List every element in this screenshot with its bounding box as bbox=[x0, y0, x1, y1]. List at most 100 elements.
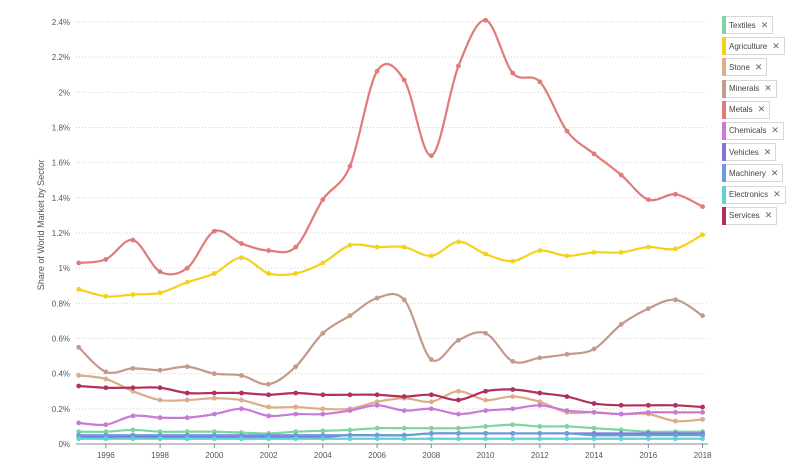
data-point-electronics[interactable] bbox=[591, 436, 597, 442]
data-point-services[interactable] bbox=[157, 385, 163, 391]
data-point-stone[interactable] bbox=[293, 404, 299, 410]
data-point-machinery[interactable] bbox=[320, 432, 326, 438]
data-point-machinery[interactable] bbox=[456, 431, 461, 436]
data-point-metals[interactable] bbox=[103, 256, 109, 262]
data-point-minerals[interactable] bbox=[347, 313, 353, 319]
data-point-agriculture[interactable] bbox=[103, 293, 109, 299]
data-point-minerals[interactable] bbox=[293, 364, 299, 370]
data-point-agriculture[interactable] bbox=[320, 260, 326, 266]
data-point-machinery[interactable] bbox=[564, 431, 570, 436]
data-point-minerals[interactable] bbox=[483, 330, 488, 336]
close-icon[interactable]: ✕ bbox=[764, 83, 772, 94]
data-point-metals[interactable] bbox=[374, 68, 380, 74]
close-icon[interactable]: ✕ bbox=[763, 146, 772, 157]
data-point-stone[interactable] bbox=[483, 397, 488, 403]
data-point-services[interactable] bbox=[184, 390, 190, 396]
data-point-stone[interactable] bbox=[428, 399, 434, 405]
data-point-machinery[interactable] bbox=[618, 432, 624, 438]
data-point-machinery[interactable] bbox=[184, 432, 190, 438]
data-point-machinery[interactable] bbox=[211, 432, 217, 438]
data-point-stone[interactable] bbox=[184, 397, 190, 403]
legend-item-metals[interactable]: Metals ✕ bbox=[722, 100, 800, 119]
data-point-metals[interactable] bbox=[510, 70, 516, 76]
data-point-stone[interactable] bbox=[103, 376, 109, 382]
data-point-chemicals[interactable] bbox=[537, 402, 543, 408]
data-point-metals[interactable] bbox=[293, 244, 299, 250]
data-point-agriculture[interactable] bbox=[645, 244, 651, 250]
data-point-services[interactable] bbox=[401, 394, 407, 399]
data-point-stone[interactable] bbox=[456, 388, 461, 394]
close-icon[interactable]: ✕ bbox=[773, 189, 781, 199]
data-point-electronics[interactable] bbox=[103, 436, 109, 442]
data-point-machinery[interactable] bbox=[510, 431, 516, 436]
data-point-chemicals[interactable] bbox=[618, 411, 624, 417]
data-point-agriculture[interactable] bbox=[401, 244, 407, 250]
data-point-machinery[interactable] bbox=[401, 432, 407, 438]
data-point-services[interactable] bbox=[266, 392, 271, 398]
data-point-metals[interactable] bbox=[456, 63, 461, 69]
data-point-minerals[interactable] bbox=[76, 344, 82, 350]
data-point-chemicals[interactable] bbox=[184, 415, 190, 421]
data-point-minerals[interactable] bbox=[239, 373, 244, 378]
data-point-stone[interactable] bbox=[673, 418, 678, 424]
data-point-electronics[interactable] bbox=[130, 436, 136, 442]
data-point-minerals[interactable] bbox=[645, 306, 651, 312]
data-point-metals[interactable] bbox=[239, 241, 244, 246]
data-point-agriculture[interactable] bbox=[157, 290, 163, 296]
data-point-machinery[interactable] bbox=[673, 432, 678, 438]
data-point-machinery[interactable] bbox=[374, 432, 380, 438]
data-point-services[interactable] bbox=[673, 402, 678, 408]
data-point-machinery[interactable] bbox=[700, 432, 705, 438]
data-point-textiles[interactable] bbox=[320, 428, 326, 434]
data-point-minerals[interactable] bbox=[211, 371, 217, 377]
data-point-electronics[interactable] bbox=[76, 436, 82, 442]
data-point-minerals[interactable] bbox=[157, 367, 163, 373]
data-point-agriculture[interactable] bbox=[700, 232, 705, 238]
data-point-services[interactable] bbox=[130, 385, 136, 391]
data-point-textiles[interactable] bbox=[537, 424, 543, 429]
data-point-metals[interactable] bbox=[184, 265, 190, 271]
legend-item-stone[interactable]: Stone ✕ bbox=[722, 58, 800, 77]
data-point-chemicals[interactable] bbox=[211, 411, 217, 417]
data-point-electronics[interactable] bbox=[428, 436, 434, 442]
data-point-textiles[interactable] bbox=[374, 425, 380, 431]
data-point-stone[interactable] bbox=[239, 397, 244, 403]
data-point-minerals[interactable] bbox=[266, 381, 271, 387]
close-icon[interactable]: ✕ bbox=[771, 125, 779, 136]
data-point-textiles[interactable] bbox=[564, 424, 570, 429]
data-point-textiles[interactable] bbox=[211, 429, 217, 435]
data-point-textiles[interactable] bbox=[618, 427, 624, 433]
data-point-machinery[interactable] bbox=[347, 432, 353, 438]
data-point-minerals[interactable] bbox=[673, 297, 678, 303]
data-point-electronics[interactable] bbox=[564, 436, 570, 442]
data-point-metals[interactable] bbox=[428, 153, 434, 159]
data-point-electronics[interactable] bbox=[347, 436, 353, 442]
legend-item-vehicles[interactable]: Vehicles ✕ bbox=[722, 143, 800, 162]
legend-item-agriculture[interactable]: Agriculture ✕ bbox=[722, 37, 800, 56]
data-point-minerals[interactable] bbox=[184, 364, 190, 370]
data-point-metals[interactable] bbox=[645, 197, 651, 202]
legend-item-chemicals[interactable]: Chemicals ✕ bbox=[722, 121, 800, 140]
data-point-machinery[interactable] bbox=[239, 432, 244, 438]
close-icon[interactable]: ✕ bbox=[754, 61, 763, 72]
data-point-stone[interactable] bbox=[157, 397, 163, 403]
data-point-minerals[interactable] bbox=[700, 313, 705, 319]
data-point-services[interactable] bbox=[564, 394, 570, 399]
data-point-minerals[interactable] bbox=[103, 369, 109, 375]
data-point-electronics[interactable] bbox=[211, 436, 217, 442]
data-point-textiles[interactable] bbox=[456, 425, 461, 431]
data-point-textiles[interactable] bbox=[347, 427, 353, 433]
data-point-services[interactable] bbox=[239, 390, 244, 396]
data-point-agriculture[interactable] bbox=[76, 286, 82, 292]
data-point-electronics[interactable] bbox=[537, 436, 543, 442]
data-point-agriculture[interactable] bbox=[211, 271, 217, 276]
data-point-electronics[interactable] bbox=[483, 436, 488, 442]
data-point-chemicals[interactable] bbox=[157, 415, 163, 421]
data-point-chemicals[interactable] bbox=[401, 408, 407, 413]
data-point-services[interactable] bbox=[456, 397, 461, 403]
data-point-services[interactable] bbox=[591, 401, 597, 406]
data-point-metals[interactable] bbox=[157, 269, 163, 275]
data-point-stone[interactable] bbox=[266, 404, 271, 410]
data-point-chemicals[interactable] bbox=[591, 409, 597, 415]
close-icon[interactable]: ✕ bbox=[757, 104, 766, 115]
